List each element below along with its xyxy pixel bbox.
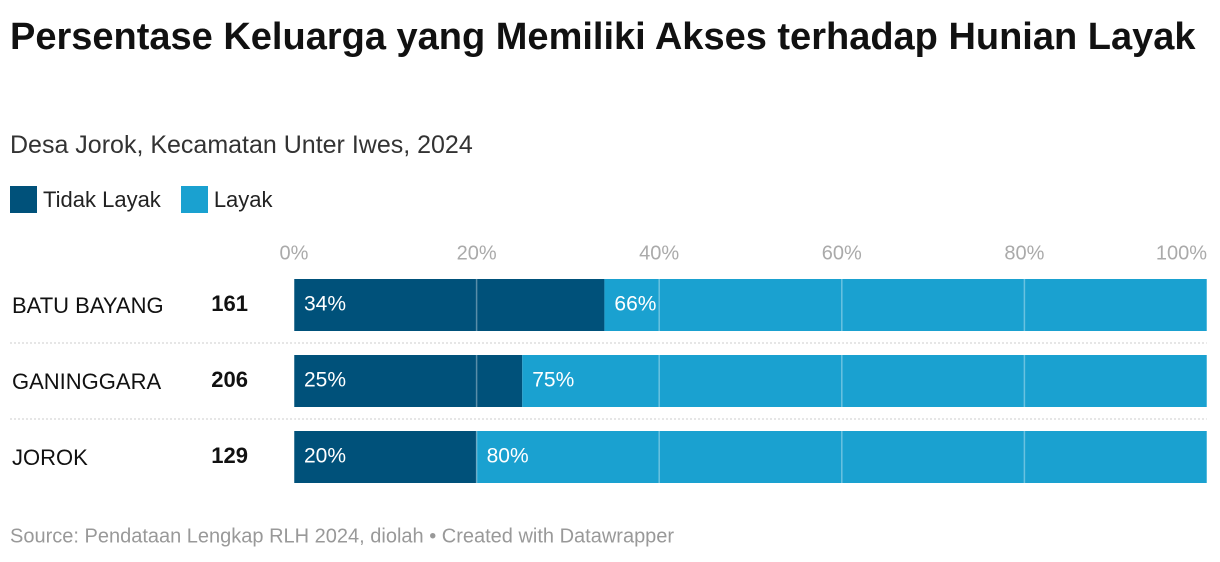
- x-tick-label: 80%: [1004, 242, 1044, 264]
- bar-segment: [294, 279, 605, 331]
- value-label: 20%: [304, 445, 346, 468]
- category-label: JOROK: [12, 445, 88, 470]
- bar-segment: [522, 355, 1207, 407]
- bar-segment: [604, 279, 1207, 331]
- source: Source: Pendataan Lengkap RLH 2024, diol…: [10, 525, 674, 547]
- legend-swatch: [180, 186, 208, 213]
- legend: Tidak Layak Layak: [10, 186, 273, 213]
- bar-segment: [294, 431, 477, 483]
- bar-segment: [476, 431, 1208, 483]
- chart-title: Persentase Keluarga yang Memiliki Akses …: [10, 16, 1196, 58]
- value-label: 34%: [304, 293, 346, 316]
- legend-item: Layak: [180, 186, 273, 213]
- legend-label: Layak: [213, 186, 273, 212]
- x-tick-label: 0%: [280, 242, 309, 264]
- category-label: GANINGGARA: [12, 369, 161, 394]
- x-tick-label: 40%: [639, 242, 679, 264]
- value-label: 25%: [304, 369, 346, 392]
- chart-subtitle: Desa Jorok, Kecamatan Unter Iwes, 2024: [10, 131, 473, 159]
- legend-item: Tidak Layak: [10, 186, 161, 213]
- bar-segment: [294, 355, 523, 407]
- legend-label: Tidak Layak: [43, 186, 161, 212]
- category-label: BATU BAYANG: [12, 293, 164, 318]
- value-label: 75%: [532, 369, 574, 392]
- value-label: 80%: [487, 445, 529, 468]
- x-tick-label: 60%: [822, 242, 862, 264]
- legend-swatch: [10, 186, 37, 213]
- x-tick-label: 100%: [1156, 242, 1207, 264]
- total-label: 161: [211, 291, 248, 316]
- x-tick-label: 20%: [457, 242, 497, 264]
- total-label: 129: [211, 443, 248, 468]
- value-label: 66%: [614, 293, 656, 316]
- total-label: 206: [211, 367, 248, 392]
